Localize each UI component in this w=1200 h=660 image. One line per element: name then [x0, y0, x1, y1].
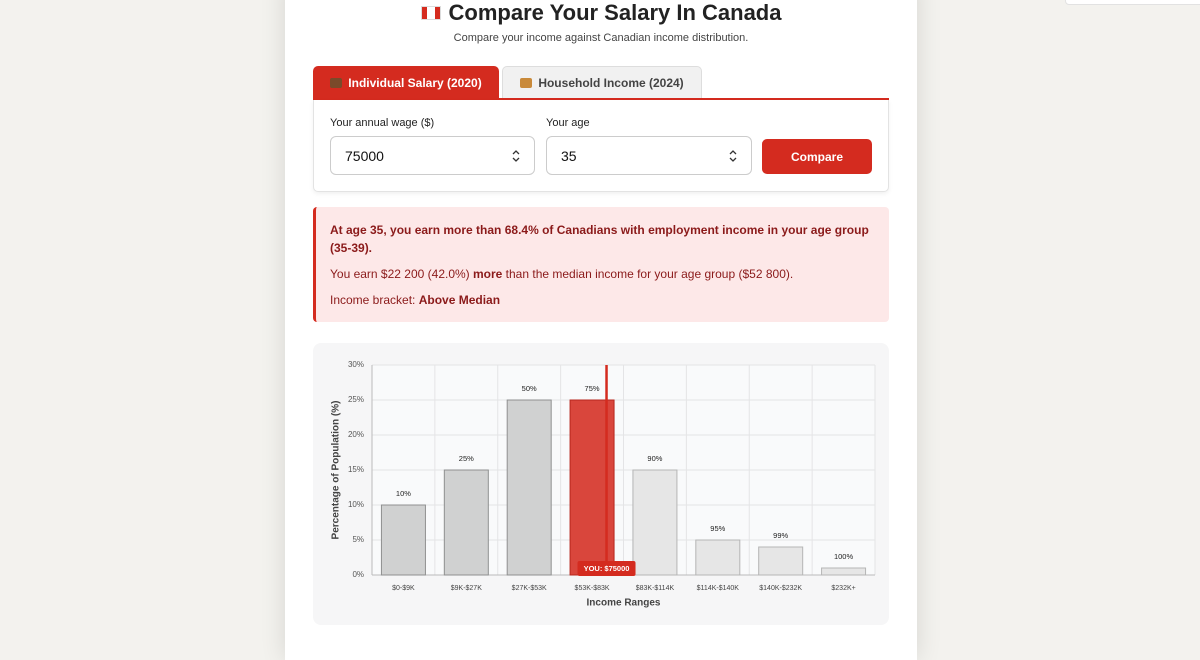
page: Compare Your Salary In Canada Compare yo… — [285, 0, 1200, 660]
chart-panel: 0% 5% 10% 15% 20% 25% 30% $0-$9K 10% $9K-$27K 25% $… — [313, 343, 889, 625]
tab-underline — [313, 98, 889, 100]
x-tick-label: $9K-$27K — [451, 585, 482, 592]
y-tick-label: 10% — [348, 500, 364, 509]
bar-annotation: 90% — [647, 454, 662, 463]
tab[interactable]: Household Income (2024) — [502, 66, 702, 99]
emphasis: Above Median — [418, 293, 501, 307]
field-label: Your age — [546, 117, 590, 129]
bar — [758, 546, 804, 576]
x-tick-label: $232K+ — [831, 585, 855, 592]
age-input[interactable]: 35 — [546, 136, 752, 175]
text: Income bracket: — [330, 293, 419, 307]
bar — [821, 567, 867, 576]
y-tick-label: 20% — [348, 430, 364, 439]
spinner[interactable] — [512, 149, 520, 163]
flag-icon — [420, 6, 441, 20]
bar — [632, 469, 678, 576]
bar-annotation: 10% — [396, 489, 411, 498]
x-tick-label: $140K-$232K — [759, 585, 802, 592]
x-tick-label: $27K-$53K — [512, 585, 547, 592]
user-marker-box — [577, 561, 636, 576]
bar-annotation: 95% — [710, 524, 725, 533]
x-tick-label: $53K-$83K — [575, 585, 610, 592]
text: You earn $22 200 (42.0%) — [330, 267, 473, 281]
page-title: Compare Your Salary In Canada — [448, 0, 782, 25]
emphasis: more — [473, 267, 503, 281]
bar — [695, 539, 741, 576]
bar-annotation: 25% — [459, 454, 474, 463]
y-tick-label: 25% — [348, 395, 364, 404]
user-marker-label: YOU: $75000 — [584, 564, 630, 573]
x-tick-label: $114K-$140K — [697, 585, 740, 592]
input-value: 35 — [561, 147, 577, 164]
y-tick-label: 0% — [352, 570, 364, 579]
tab[interactable]: Individual Salary (2020) — [313, 66, 499, 99]
wage-input[interactable]: 75000 — [330, 136, 535, 175]
subtitle: Compare your income against Canadian inc… — [453, 32, 749, 44]
bar-annotation: 99% — [773, 531, 788, 540]
tab-icon — [520, 78, 533, 88]
bar — [506, 399, 552, 576]
bar-annotation: 100% — [834, 552, 854, 561]
x-tick-label: $0-$9K — [392, 585, 415, 592]
bar — [443, 469, 489, 576]
result-box: At age 35, you earn more than 68.4% of C… — [313, 207, 889, 322]
x-tick-label: $83K-$114K — [636, 585, 675, 592]
bar-annotation: 75% — [585, 384, 600, 393]
y-tick-label: 15% — [348, 465, 364, 474]
y-tick-label: 5% — [352, 535, 364, 544]
tab-icon — [330, 77, 343, 88]
corner-widget — [1065, 0, 1200, 5]
result-bracket: Income bracket: Above Median — [330, 291, 875, 309]
bar — [380, 504, 426, 576]
x-axis-title: Income Ranges — [587, 598, 661, 609]
title-row: Compare Your Salary In Canada — [285, 0, 917, 26]
y-tick-label: 30% — [348, 360, 364, 369]
result-comparison: You earn $22 200 (42.0%) more than the m… — [330, 265, 875, 283]
chart: 0% 5% 10% 15% 20% 25% 30% $0-$9K 10% $9K-$27K 25% $… — [331, 360, 876, 609]
input-value: 75000 — [345, 147, 384, 164]
bar-annotation: 50% — [522, 384, 537, 393]
text: than the median income for your age grou… — [502, 267, 794, 281]
result-headline: At age 35, you earn more than 68.4% of C… — [330, 223, 869, 255]
compare-button[interactable]: Compare — [762, 139, 872, 174]
y-axis-title: Percentage of Population (%) — [331, 401, 342, 540]
field-label: Your annual wage ($) — [330, 117, 435, 129]
tab-label: Household Income (2024) — [538, 76, 684, 90]
tab-label: Individual Salary (2020) — [348, 75, 482, 90]
spinner[interactable] — [729, 149, 737, 163]
